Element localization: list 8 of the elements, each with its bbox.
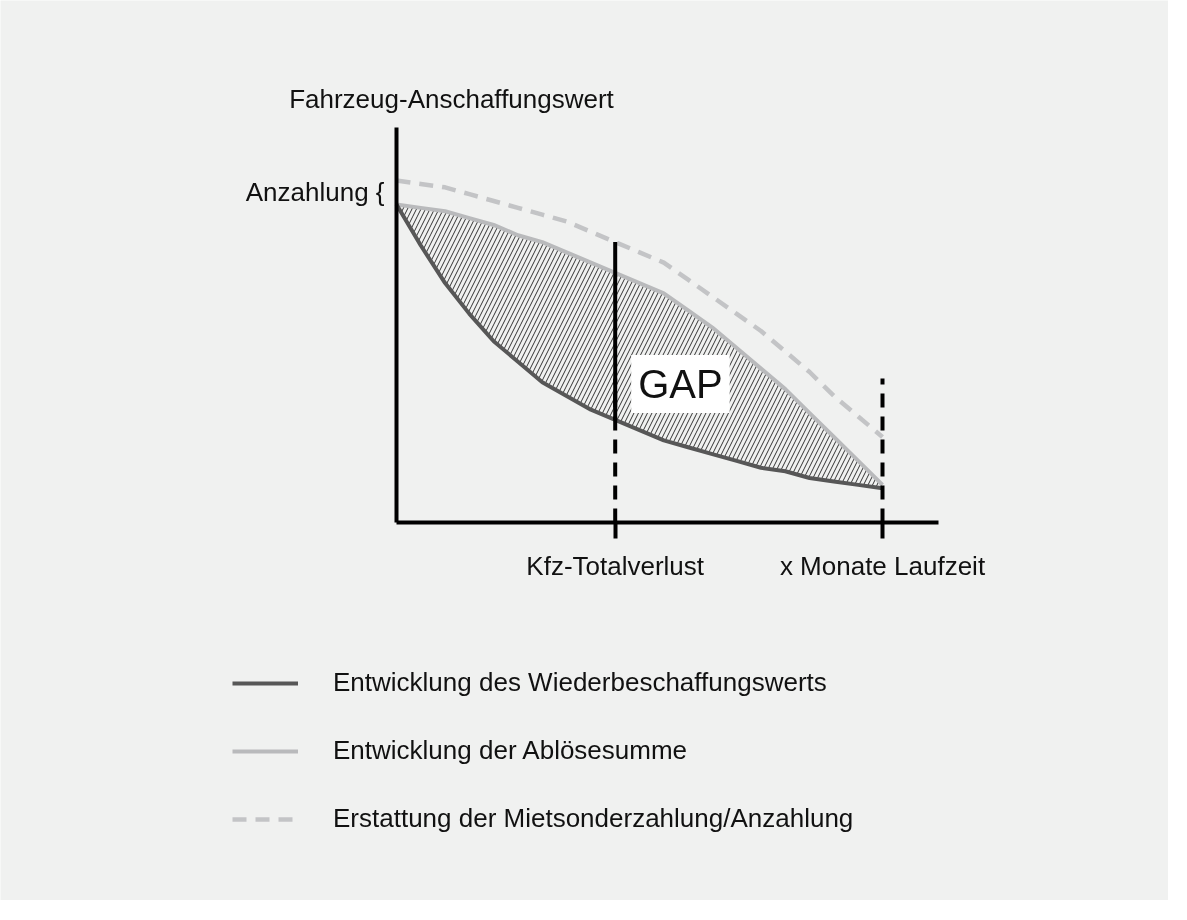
legend-label: Entwicklung des Wiederbeschaffungswerts: [333, 667, 827, 698]
x-tick-label: Kfz-Totalverlust: [526, 550, 705, 581]
legend-label: Erstattung der Mietsonderzahlung/Anzahlung: [333, 803, 854, 834]
legend-label: Entwicklung der Ablösesumme: [333, 735, 688, 766]
y-axis-title: Fahrzeug-Anschaffungswert: [289, 83, 615, 114]
x-tick-label: x Monate Laufzeit: [779, 550, 986, 581]
annotation: Anzahlung {: [245, 177, 385, 208]
annotation: GAP: [638, 361, 723, 406]
